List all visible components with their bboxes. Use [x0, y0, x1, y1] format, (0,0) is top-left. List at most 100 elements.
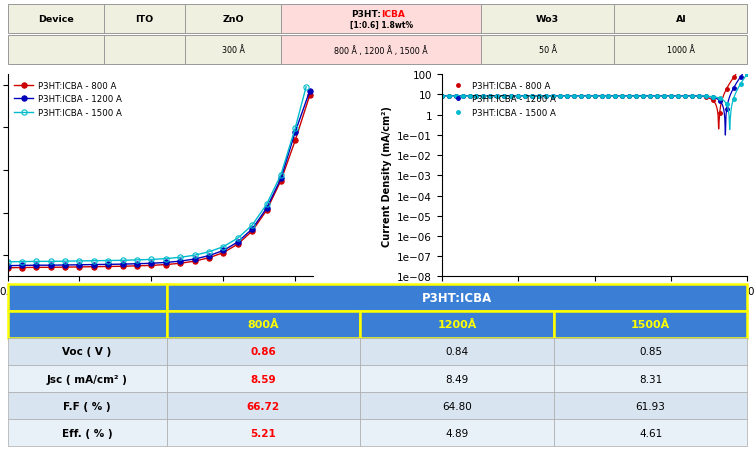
Bar [8, 36, 103, 65]
P3HT:ICBA - 1200 A [89, 262, 98, 268]
P3HT:ICBA - 800 A [451, 94, 460, 99]
P3HT:ICBA - 1500 A [444, 94, 453, 99]
P3HT:ICBA - 1200 A [590, 94, 599, 99]
P3HT:ICBA - 800 A [262, 208, 271, 214]
P3HT:ICBA - 1200 A [541, 94, 550, 99]
P3HT:ICBA - 1200 A [535, 94, 544, 99]
Text: Wo3: Wo3 [536, 14, 559, 23]
Bar [185, 5, 282, 33]
P3HT:ICBA - 1200 A [472, 94, 481, 99]
Text: 0.86: 0.86 [251, 347, 276, 357]
Line: P3HT:ICBA - 800 A: P3HT:ICBA - 800 A [440, 57, 749, 116]
Text: 5.21: 5.21 [251, 428, 276, 438]
P3HT:ICBA - 800 A [465, 94, 474, 99]
P3HT:ICBA - 800 A [541, 94, 550, 99]
Line: P3HT:ICBA - 1200 A: P3HT:ICBA - 1200 A [440, 66, 749, 112]
P3HT:ICBA - 1200 A [597, 94, 606, 99]
P3HT:ICBA - 1500 A [729, 97, 738, 102]
P3HT:ICBA - 800 A [556, 94, 565, 99]
Bar [554, 311, 747, 338]
Text: 800 Å , 1200 Å , 1500 Å: 800 Å , 1200 Å , 1500 Å [334, 46, 428, 55]
P3HT:ICBA - 1500 A [190, 253, 199, 258]
P3HT:ICBA - 800 A [493, 94, 502, 99]
P3HT:ICBA - 800 A [548, 94, 557, 99]
Text: 64.80: 64.80 [442, 401, 472, 411]
P3HT:ICBA - 1500 A [75, 259, 84, 264]
P3HT:ICBA - 1200 A [576, 94, 585, 99]
P3HT:ICBA - 800 A [736, 66, 745, 71]
Text: Jsc ( mA/cm² ): Jsc ( mA/cm² ) [47, 374, 128, 384]
P3HT:ICBA - 800 A [590, 94, 599, 99]
Bar [481, 36, 615, 65]
P3HT:ICBA - 800 A [118, 264, 127, 269]
P3HT:ICBA - 800 A [60, 265, 69, 270]
Text: 4.89: 4.89 [445, 428, 469, 438]
P3HT:ICBA - 1200 A [513, 94, 522, 99]
Text: P3HT:: P3HT: [351, 10, 381, 19]
P3HT:ICBA - 1500 A [695, 94, 704, 100]
P3HT:ICBA - 1500 A [233, 236, 242, 241]
P3HT:ICBA - 1500 A [103, 258, 112, 264]
P3HT:ICBA - 1500 A [118, 258, 127, 263]
P3HT:ICBA - 1500 A [743, 72, 752, 77]
P3HT:ICBA - 1500 A [652, 94, 661, 99]
P3HT:ICBA - 1200 A [722, 107, 731, 113]
Bar [167, 311, 360, 338]
Bar [8, 338, 167, 365]
P3HT:ICBA - 1500 A [715, 96, 724, 101]
P3HT:ICBA - 1200 A [118, 262, 127, 267]
P3HT:ICBA - 800 A [32, 265, 41, 271]
P3HT:ICBA - 1500 A [89, 258, 98, 264]
P3HT:ICBA - 1500 A [611, 94, 620, 99]
P3HT:ICBA - 1500 A [219, 244, 228, 250]
P3HT:ICBA - 800 A [618, 94, 627, 99]
P3HT:ICBA - 1200 A [646, 94, 655, 99]
P3HT:ICBA - 1500 A [451, 94, 460, 99]
Bar [103, 5, 185, 33]
P3HT:ICBA - 1500 A [722, 102, 731, 108]
Y-axis label: Current Density (mA/cm²): Current Density (mA/cm²) [381, 106, 392, 246]
P3HT:ICBA - 1500 A [556, 94, 565, 99]
P3HT:ICBA - 800 A [660, 94, 669, 99]
Text: [1:0.6] 1.8wt%: [1:0.6] 1.8wt% [350, 21, 413, 30]
Bar [282, 36, 481, 65]
P3HT:ICBA - 1200 A [639, 94, 648, 99]
P3HT:ICBA - 1500 A [660, 94, 669, 99]
P3HT:ICBA - 800 A [162, 262, 171, 268]
P3HT:ICBA - 1200 A [708, 95, 717, 101]
P3HT:ICBA - 1500 A [437, 94, 446, 99]
P3HT:ICBA - 800 A [701, 95, 710, 101]
P3HT:ICBA - 1200 A [736, 75, 745, 80]
P3HT:ICBA - 1200 A [248, 227, 257, 232]
P3HT:ICBA - 1500 A [708, 95, 717, 100]
P3HT:ICBA - 1500 A [618, 94, 627, 99]
Bar [554, 419, 747, 446]
P3HT:ICBA - 1200 A [673, 94, 683, 99]
P3HT:ICBA - 1500 A [276, 173, 285, 178]
P3HT:ICBA - 800 A [743, 56, 752, 62]
Bar [167, 419, 360, 446]
Bar [167, 392, 360, 419]
P3HT:ICBA - 1200 A [219, 248, 228, 253]
P3HT:ICBA - 1500 A [500, 94, 509, 99]
P3HT:ICBA - 800 A [3, 266, 12, 271]
Legend: P3HT:ICBA - 800 A, P3HT:ICBA - 1200 A, P3HT:ICBA - 1500 A: P3HT:ICBA - 800 A, P3HT:ICBA - 1200 A, P… [12, 79, 124, 120]
P3HT:ICBA - 800 A [687, 94, 696, 99]
P3HT:ICBA - 800 A [500, 94, 509, 99]
Line: P3HT:ICBA - 1500 A: P3HT:ICBA - 1500 A [440, 73, 749, 107]
P3HT:ICBA - 1200 A [233, 240, 242, 245]
P3HT:ICBA - 1500 A [205, 249, 214, 255]
P3HT:ICBA - 1200 A [667, 94, 676, 99]
P3HT:ICBA - 1500 A [513, 94, 522, 99]
Bar [8, 311, 167, 338]
P3HT:ICBA - 800 A [715, 111, 724, 117]
P3HT:ICBA - 1500 A [507, 94, 516, 99]
Text: ITO: ITO [135, 14, 153, 23]
P3HT:ICBA - 1200 A [190, 257, 199, 262]
Text: 66.72: 66.72 [247, 401, 280, 411]
P3HT:ICBA - 800 A [722, 87, 731, 92]
P3HT:ICBA - 1200 A [3, 263, 12, 269]
P3HT:ICBA - 1200 A [632, 94, 641, 99]
P3HT:ICBA - 800 A [625, 94, 634, 99]
P3HT:ICBA - 800 A [147, 263, 156, 268]
